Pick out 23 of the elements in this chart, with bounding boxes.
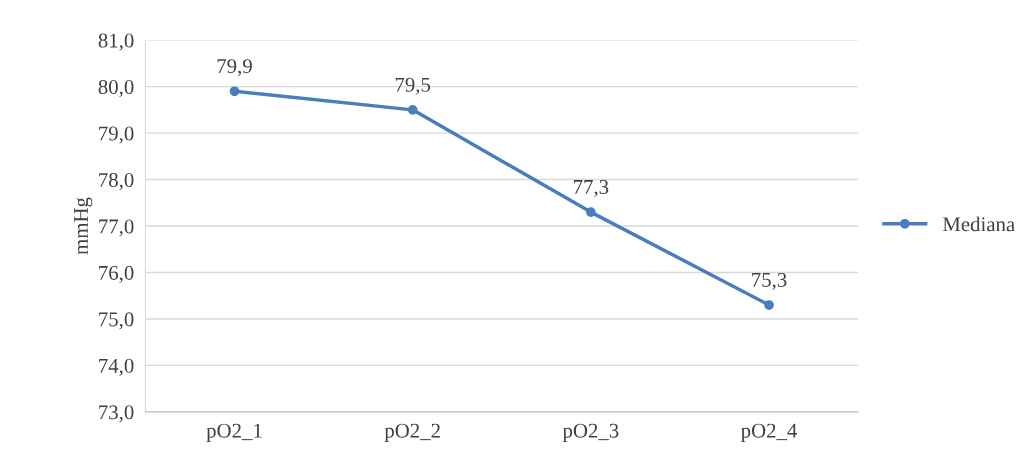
data-label: 75,3 <box>752 272 787 290</box>
y-tick-label: 76,0 <box>99 265 134 283</box>
y-tick-label: 78,0 <box>99 172 134 190</box>
y-tick-label: 81,0 <box>98 33 134 51</box>
legend-label: Mediana <box>942 216 1015 232</box>
y-tick-label: 74,0 <box>99 358 134 376</box>
x-tick-label: pO2_2 <box>384 423 440 442</box>
point <box>764 300 774 310</box>
x-tick-label: pO2_1 <box>206 423 262 442</box>
y-tick-label: 80,0 <box>98 80 134 98</box>
point <box>585 207 596 217</box>
y-tick-label: 75,0 <box>99 312 134 330</box>
data-label: 77,3 <box>573 179 609 197</box>
data-label: 79,5 <box>395 77 431 95</box>
x-tick-label: pO2_4 <box>741 423 798 442</box>
data-label: 79,9 <box>217 59 252 77</box>
point <box>229 86 240 97</box>
y-tick-label: 77,0 <box>99 219 134 237</box>
y-tick-label: 79,0 <box>99 126 134 144</box>
y-axis-title: mmHg <box>74 197 93 255</box>
point <box>407 105 418 115</box>
x-tick-label: pO2_3 <box>562 423 619 442</box>
y-tick-label: 73,0 <box>99 405 134 423</box>
